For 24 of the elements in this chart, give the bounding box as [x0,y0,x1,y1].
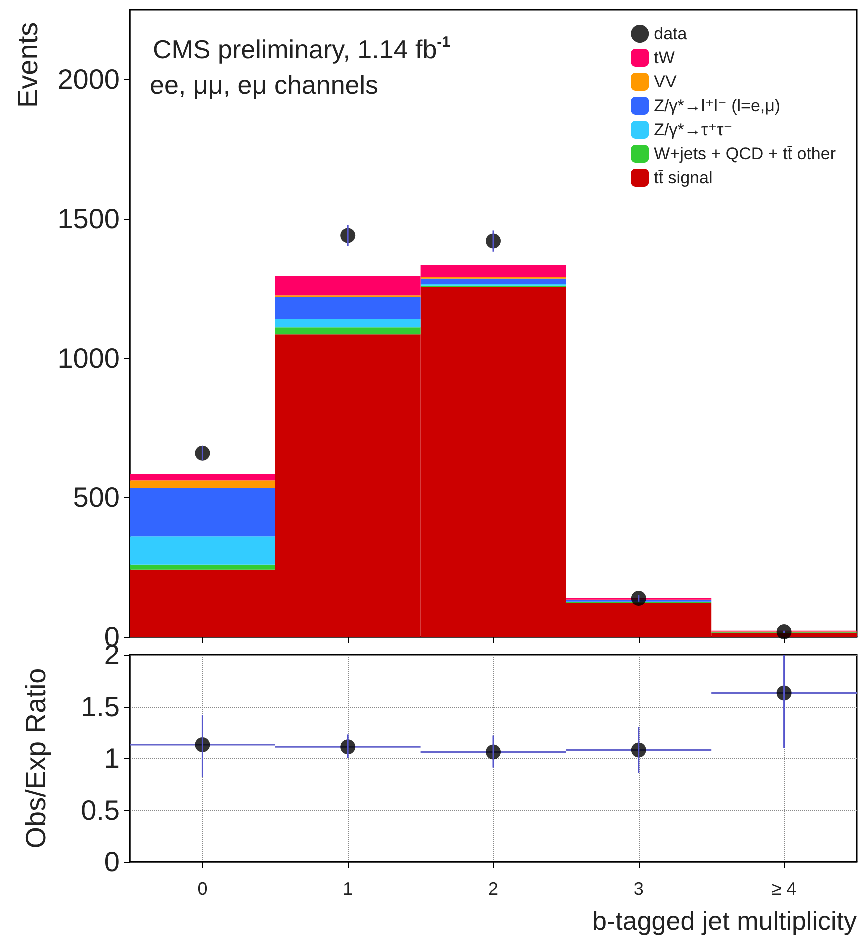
x-tick-label: 3 [634,879,644,899]
y-tick-label: 1500 [58,204,120,234]
legend-label: VV [654,72,678,92]
x-tick-label: ≥ 4 [772,879,797,899]
y-axis-title: Obs/Exp Ratio [20,668,52,849]
y-tick-label: 0 [104,846,120,878]
x-axis-title: b-tagged jet multiplicity [592,906,857,936]
legend-label: Z/γ*→τ⁺τ⁻ [654,120,733,140]
y-tick-label: 1.5 [81,691,120,722]
legend-label: tt̄ signal [654,168,713,188]
y-tick-label: 0.5 [81,794,120,826]
legend-label: data [654,24,688,44]
legend-label: Z/γ*→l⁺l⁻ (l=e,μ) [654,96,781,116]
x-tick-label: 2 [488,879,499,899]
legend-label: tW [654,48,675,68]
y-axis-title: Events [12,22,44,108]
annotation: ee, μμ, eμ channels [150,70,379,100]
y-tick-label: 1000 [58,342,120,374]
y-tick-label: 1 [104,743,120,774]
legend-label: W+jets + QCD + tt̄ other [654,144,836,164]
x-tick-label: 0 [198,879,208,899]
x-tick-label: 1 [343,879,354,899]
y-tick-label: 2000 [58,64,120,96]
y-tick-label: 500 [73,482,120,514]
